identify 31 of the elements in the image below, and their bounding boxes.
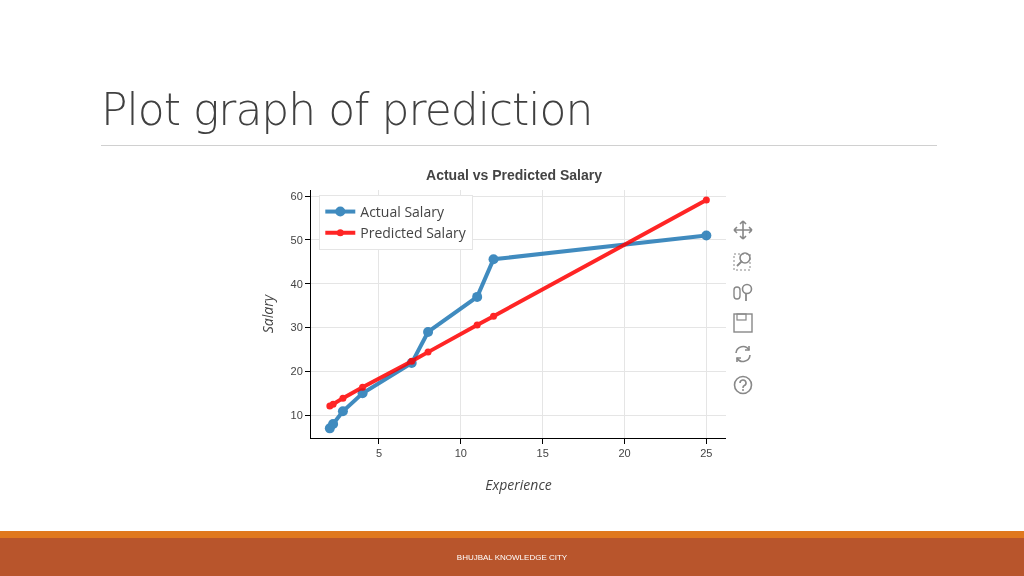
chart-title: Actual vs Predicted Salary xyxy=(426,167,603,183)
y-tick-label: 50 xyxy=(290,233,303,246)
point xyxy=(701,230,712,241)
x-axis-title: Experience xyxy=(485,475,552,494)
y-tick-label: 20 xyxy=(290,365,303,378)
point xyxy=(339,394,347,402)
point xyxy=(408,357,416,365)
text: BHUJBAL KNOWLEDGE CITY xyxy=(455,553,569,562)
x-tick-label: 5 xyxy=(375,447,382,460)
y-tick-label: 10 xyxy=(290,409,303,422)
y-tick-label: 30 xyxy=(290,321,303,334)
point xyxy=(423,326,434,337)
x-tick-label: 25 xyxy=(700,447,713,460)
point xyxy=(328,418,339,429)
point xyxy=(488,254,499,265)
legend-label: Actual Salary xyxy=(360,202,445,222)
point xyxy=(472,291,483,302)
y-tick-label: 60 xyxy=(290,189,303,202)
point xyxy=(424,348,432,356)
y-axis-title: Salary xyxy=(258,293,277,334)
x-tick-label: 15 xyxy=(536,447,549,460)
point xyxy=(337,406,348,417)
x-tick-label: 20 xyxy=(618,447,631,460)
point xyxy=(702,196,710,204)
point xyxy=(473,321,481,329)
y-tick-label: 40 xyxy=(290,277,303,290)
text: Plot graph of prediction xyxy=(101,84,593,135)
point xyxy=(490,312,498,320)
x-tick-label: 10 xyxy=(454,447,467,460)
legend-label: Predicted Salary xyxy=(360,223,467,243)
point xyxy=(359,383,367,391)
